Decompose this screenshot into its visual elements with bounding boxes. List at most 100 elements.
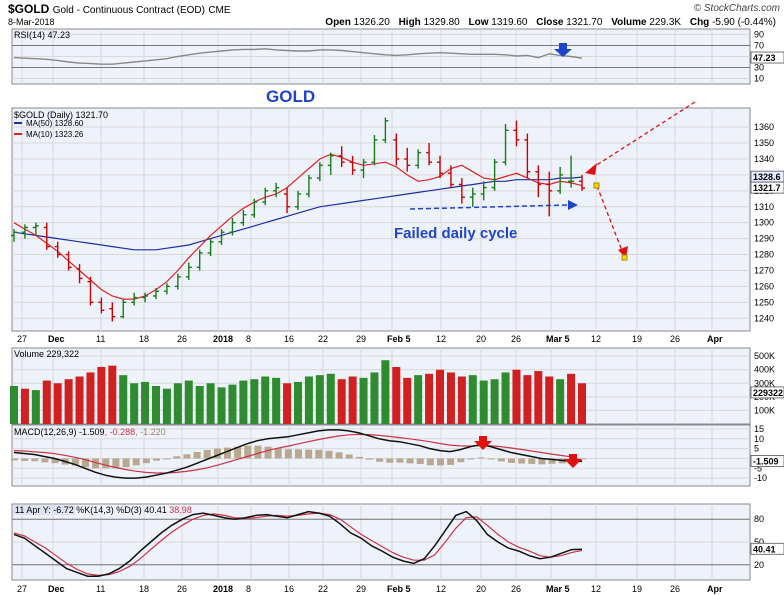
x-axis-label-bottom: 16 [284,584,294,594]
volume-bar [567,373,576,424]
ma50-last-value: 1328.6 [753,172,781,182]
volume-bar [184,380,193,424]
macd-histogram-bar [234,446,242,459]
stoch-k-line [13,510,583,577]
volume-bar [20,388,29,424]
x-axis-label-top: 26 [511,334,521,344]
volume-bar [304,376,313,424]
volume-bar [523,375,532,424]
chg-label: Chg [689,17,710,28]
macd-red-arrow-2-icon [564,454,582,468]
x-axis-label-top: 27 [17,334,27,344]
x-axis-label-top: 26 [670,334,680,344]
x-axis-label-top: 12 [436,334,446,344]
red-dashed-line-upper [591,101,696,169]
symbol: $GOLD [8,2,50,16]
price-tick-label: 1280 [754,250,774,260]
volume-bar [108,365,117,424]
macd-histogram-bar [305,449,313,459]
volume-bar [162,388,171,424]
price-tick-label: 1350 [754,138,774,148]
x-axis-label-top: 2018 [213,334,233,344]
volume-bar [75,376,84,424]
macd-last-value-box [750,455,784,467]
volume-bar [239,380,248,424]
macd-histogram-bar [112,458,120,469]
yellow-marker-2 [621,254,628,261]
macd-histogram-bar [92,458,100,469]
x-axis-label-bottom: 18 [139,584,149,594]
volume-tick-label: 500K [754,351,775,361]
volume-bar [490,379,499,424]
rsi-tick-label: 70 [754,41,764,51]
volume-bar [228,384,237,424]
macd-histogram-bar [183,454,191,459]
macd-histogram-bar [396,458,404,463]
macd-legend-part: , -0.288 [105,427,136,437]
x-axis-label-bottom: 2018 [213,584,233,594]
macd-histogram-bar [528,458,536,464]
volume-bar [250,379,259,424]
volume-bar [359,377,368,424]
x-axis-label-bottom: Dec [48,584,65,594]
price-tick-label: 1290 [754,234,774,244]
macd-histogram-bar [82,458,89,468]
macd-tick-label: -5 [754,463,762,473]
stoch-last-value-box [750,542,784,555]
macd-histogram-bar [264,446,272,459]
ma50-swatch [14,122,22,124]
volume-bar [479,380,488,424]
rsi-tick-label: 90 [754,30,764,40]
macd-histogram-bar [224,447,231,459]
macd-histogram-bar [274,448,282,459]
volume-last-value-box [750,386,784,399]
macd-histogram-bar [487,458,495,460]
x-axis-label-bottom: 29 [356,584,366,594]
rsi-line [13,48,583,65]
stoch-last-value: 40.41 [753,544,776,554]
x-axis-label-top: 8 [246,334,251,344]
volume-bar [97,367,106,424]
volume-tick-label: 300K [754,378,775,388]
macd-histogram-bar [376,458,384,462]
macd-histogram-bar [355,456,363,459]
chart-title: $GOLD Gold - Continuous Contract (EOD) C… [8,2,231,16]
volume-bar [468,375,477,424]
macd-tick-label: 5 [754,444,759,454]
macd-histogram-bar [153,458,160,461]
volume-bar [283,383,292,424]
macd-line [13,429,582,479]
x-axis-label-bottom: Mar 5 [546,584,570,594]
cycle-arrow-head-icon [568,200,578,210]
macd-histogram-bar [21,458,29,462]
stoch-legend-part: %K(14,3) [74,505,114,515]
stoch-d-line [13,512,583,577]
ma50-line [13,176,583,251]
x-axis-label-bottom: 19 [632,584,642,594]
macd-histogram-bar [426,458,434,466]
macd-histogram-bar [345,454,353,459]
stoch-tick-label: 20 [754,560,764,570]
volume-value: 229.3K [649,17,682,28]
ma10-line [13,153,583,300]
yellow-marker-1 [593,182,600,189]
x-axis-label-top: 11 [96,334,105,344]
macd-legend-part: -1.509 [77,427,105,437]
volume-bar [141,381,150,424]
macd-histogram-bar [163,458,171,460]
macd-histogram-bar [406,458,414,464]
rsi-last-value: 47.23 [753,53,776,63]
price-tick-label: 1300 [754,218,774,228]
chart-date: 8-Mar-2018 [8,17,55,27]
exchange: CME [208,5,231,16]
macd-histogram-bar [213,448,221,459]
volume-bar [578,383,586,424]
macd-last-value: -1.509 [753,456,779,466]
chg-value: -5.90 (-0.44%) [712,17,776,28]
macd-histogram-bar [31,458,39,462]
volume-bar [130,383,139,424]
volume-bar [272,377,281,424]
x-axis-label-bottom: 27 [17,584,27,594]
volume-legend: Volume 229,322 [14,349,79,359]
